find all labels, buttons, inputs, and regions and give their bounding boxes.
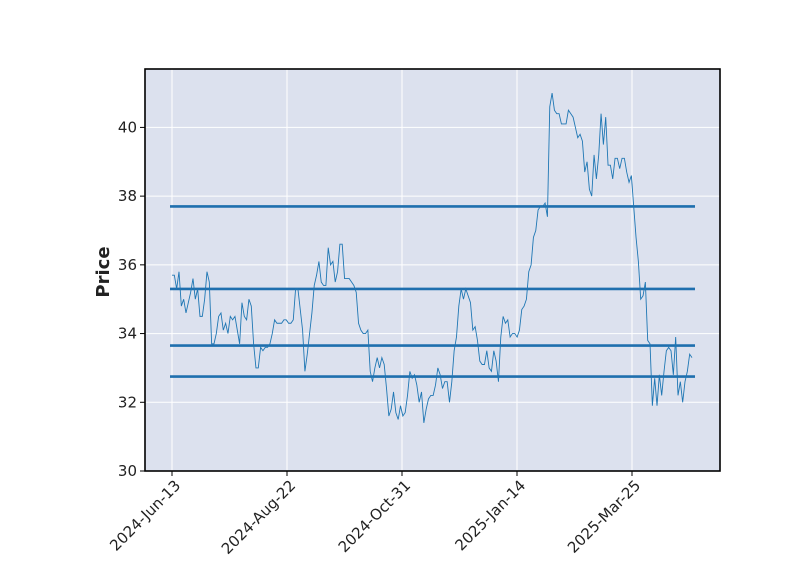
x-tick-label: 2024-Oct-31 (335, 477, 415, 557)
y-tick-label: 38 (118, 187, 137, 205)
x-axis: 2024-Jun-13 2024-Aug-22 2024-Oct-31 2025-Ja… (106, 471, 644, 558)
x-tick-label: 2024-Aug-22 (218, 477, 299, 558)
plot-frame (144, 68, 721, 472)
x-tick-label: 2025-Mar-25 (564, 477, 644, 557)
y-tick-label: 34 (118, 325, 137, 343)
y-tick-label: 30 (118, 462, 137, 480)
y-axis: 30 32 34 36 38 40 (118, 118, 145, 480)
x-tick-label: 2024-Jun-13 (106, 477, 184, 555)
y-axis-title: Price (93, 246, 114, 297)
plot-background (145, 69, 720, 471)
y-tick-label: 40 (118, 118, 137, 136)
y-tick-label: 36 (118, 256, 137, 274)
y-tick-label: 32 (118, 393, 137, 411)
price-line (172, 92, 693, 423)
support-resistance-lines (170, 205, 695, 378)
grid-lines (145, 69, 720, 471)
x-tick-label: 2025-Jan-14 (451, 477, 529, 555)
